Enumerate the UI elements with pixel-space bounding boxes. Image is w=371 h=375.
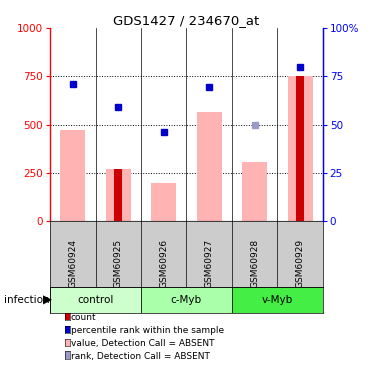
Text: control: control <box>77 295 114 305</box>
Text: percentile rank within the sample: percentile rank within the sample <box>71 326 224 335</box>
Text: v-Myb: v-Myb <box>262 295 293 305</box>
Text: count: count <box>71 313 96 322</box>
Text: rank, Detection Call = ABSENT: rank, Detection Call = ABSENT <box>71 352 210 361</box>
Bar <box>197 112 221 221</box>
FancyBboxPatch shape <box>50 287 141 313</box>
Bar <box>114 169 122 221</box>
Bar <box>60 130 85 221</box>
FancyBboxPatch shape <box>141 287 232 313</box>
Bar <box>296 76 304 221</box>
Text: c-Myb: c-Myb <box>171 295 202 305</box>
Text: infection: infection <box>4 295 49 305</box>
Bar <box>151 183 176 221</box>
Bar <box>106 169 131 221</box>
Text: ▶: ▶ <box>43 294 52 306</box>
Text: value, Detection Call = ABSENT: value, Detection Call = ABSENT <box>71 339 214 348</box>
Bar <box>288 76 312 221</box>
Bar <box>242 162 267 221</box>
FancyBboxPatch shape <box>232 287 323 313</box>
Title: GDS1427 / 234670_at: GDS1427 / 234670_at <box>113 14 260 27</box>
